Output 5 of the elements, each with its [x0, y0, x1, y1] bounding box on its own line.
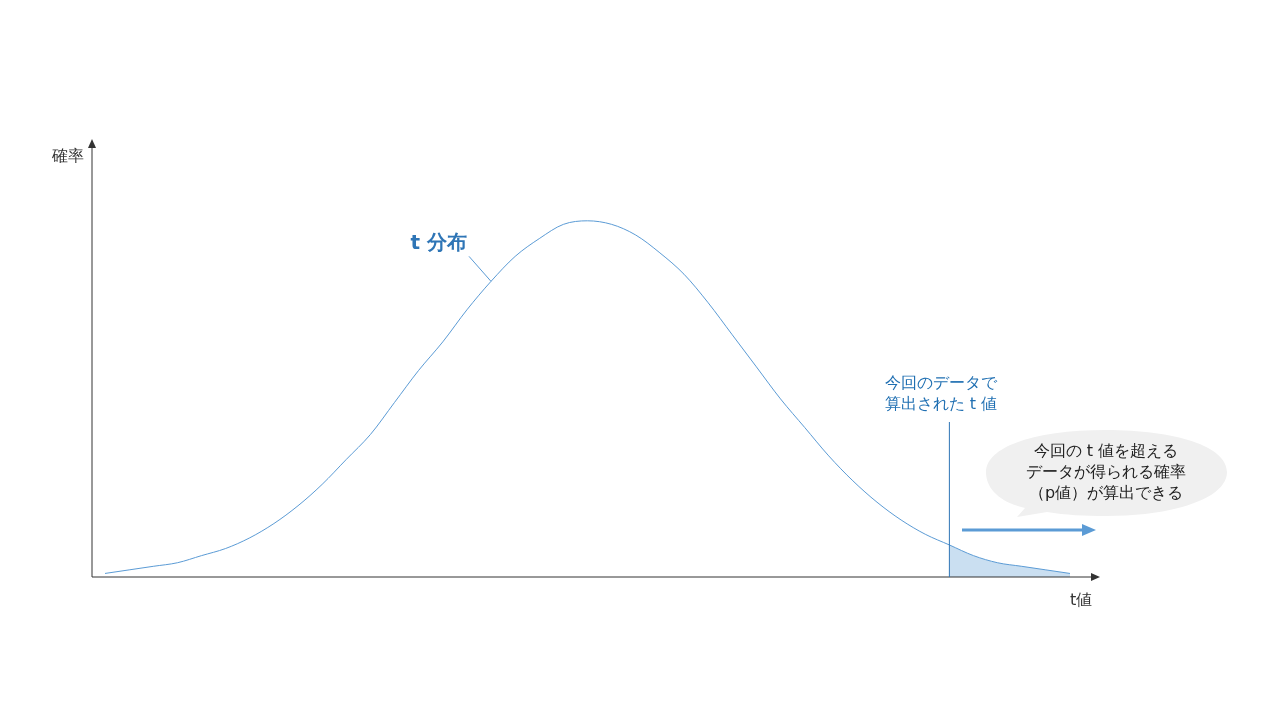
y-axis-title: 確率 [52, 146, 84, 167]
annotation: 今回の t 値を超えるデータが得られる確率（p値）が算出できる [1025, 440, 1187, 503]
x-axis-title: t値 [1070, 590, 1093, 611]
annotation: 今回のデータで算出された t 値 [883, 372, 999, 414]
series-label: t 分布 [410, 229, 467, 254]
